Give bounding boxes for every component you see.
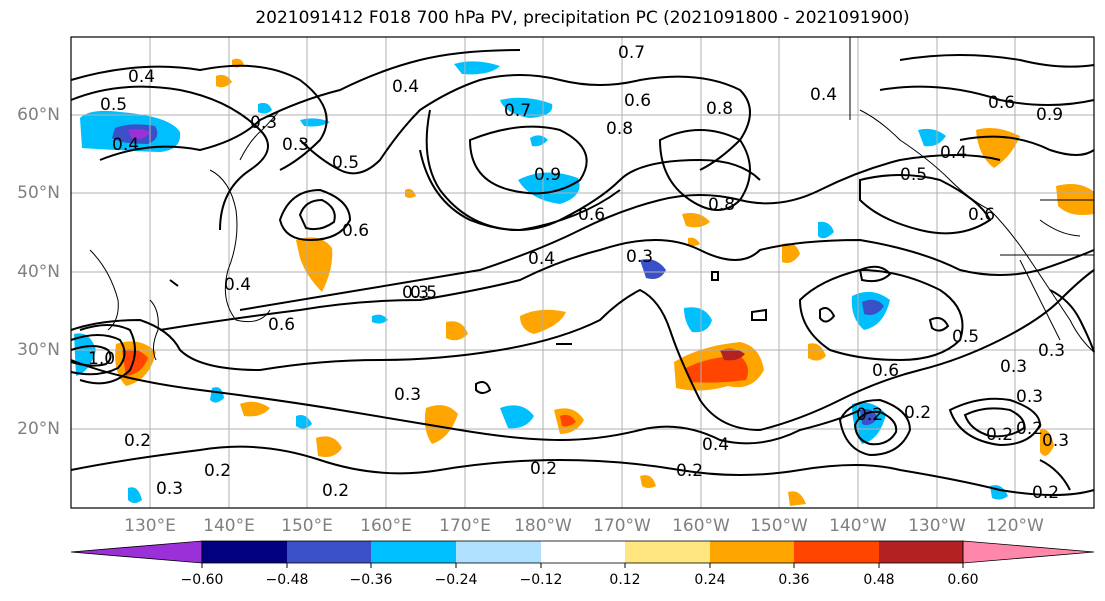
contour-label: 0.4: [702, 435, 729, 455]
contour-label: 0.6: [268, 315, 295, 335]
colorbar-tick-label: 0.24: [694, 572, 726, 588]
colorbar-tick-label: 0.12: [609, 572, 641, 588]
contour-label: 0.9: [534, 165, 561, 185]
lon-label: 130°E: [124, 516, 176, 536]
contour-label: 0.5: [332, 153, 359, 173]
colorbar-segment: [962, 540, 1095, 564]
contour-label: 0.5: [952, 327, 979, 347]
graticule: [71, 37, 1094, 508]
contour-label: 0.4: [392, 77, 419, 97]
map-title: 2021091412 F018 700 hPa PV, precipitatio…: [255, 8, 910, 28]
lon-label: 170°E: [439, 516, 491, 536]
contour-label: 0.2: [904, 403, 931, 423]
contour-label: 0.8: [606, 119, 633, 139]
lat-label: 30°N: [17, 340, 60, 360]
contour-label: 0.8: [708, 195, 735, 215]
contour-label: 0.4: [810, 85, 837, 105]
colorbar-tick-label: −0.12: [519, 572, 563, 588]
contour-label: 0.2: [1016, 419, 1043, 439]
contour-label: 0.3: [626, 247, 653, 267]
contour-label: 0.5: [100, 95, 127, 115]
lon-label: 140°W: [829, 516, 887, 536]
colorbar: [70, 540, 1095, 568]
contour-label: 0.5: [410, 283, 437, 303]
contour-label: 0.6: [872, 361, 899, 381]
contour-label: 0.3: [394, 385, 421, 405]
colorbar-segment: [710, 541, 794, 563]
contour-label: 0.4: [128, 67, 155, 87]
colorbar-segment: [794, 541, 879, 563]
contour-label: 0.6: [578, 205, 605, 225]
coastlines: [89, 37, 1095, 361]
lon-label: 170°W: [593, 516, 651, 536]
contour-label: 0.6: [968, 205, 995, 225]
map-panel: 0.4 0.5 0.4 0.3 0.3 0.4 0.5 0.7 0.6 0.8 …: [70, 36, 1095, 509]
lon-label: 160°E: [360, 516, 412, 536]
contour-labels: 0.4 0.5 0.4 0.3 0.3 0.4 0.5 0.7 0.6 0.8 …: [88, 43, 1069, 503]
lon-label: 130°W: [908, 516, 966, 536]
colorbar-segment: [625, 541, 710, 563]
colorbar-segment: [456, 541, 541, 563]
lat-label: 40°N: [17, 262, 60, 282]
contour-label: 0.2: [322, 481, 349, 501]
lat-label: 20°N: [17, 419, 60, 439]
colorbar-tick-label: 0.60: [947, 572, 979, 588]
map-frame: [70, 36, 1095, 509]
colorbar-segment: [70, 540, 203, 564]
contour-label: 0.3: [250, 113, 277, 133]
contour-label: 0.3: [1016, 387, 1043, 407]
colorbar-tick-label: −0.36: [349, 572, 393, 588]
contour-label: 0.3: [156, 479, 183, 499]
contour-label: 0.7: [504, 101, 531, 121]
colorbar-tick-label: −0.24: [434, 572, 478, 588]
contour-label: 1.0: [88, 349, 115, 369]
contour-label: 0.3: [282, 135, 309, 155]
lon-label: 120°W: [986, 516, 1044, 536]
contour-label: 0.4: [224, 275, 251, 295]
contour-label: 0.8: [706, 99, 733, 119]
colorbar-tick-label: −0.48: [265, 572, 309, 588]
contour-label: 0.4: [112, 135, 139, 155]
contour-label: 0.3: [1042, 431, 1069, 451]
contour-label: 0.3: [1000, 357, 1027, 377]
colorbar-segment: [541, 541, 625, 563]
colorbar-segment: [371, 541, 456, 563]
colorbar-tick-label: 0.36: [778, 572, 810, 588]
contour-label: 0.4: [940, 143, 967, 163]
contour-label: 0.2: [204, 461, 231, 481]
colorbar-tick-label: 0.48: [863, 572, 895, 588]
contour-label: 0.2: [530, 459, 557, 479]
colorbar-tick-label: −0.60: [180, 572, 224, 588]
contour-label: 0.3: [1038, 341, 1065, 361]
lon-label: 160°W: [672, 516, 730, 536]
colorbar-segment: [287, 541, 371, 563]
lat-label: 50°N: [17, 183, 60, 203]
contour-label: 0.2: [1032, 483, 1059, 503]
contour-label: 0.3: [402, 283, 429, 303]
contour-label: 0.9: [1036, 105, 1063, 125]
contour-label: 0.7: [618, 43, 645, 63]
contour-label: 0.2: [676, 461, 703, 481]
lon-label: 150°E: [281, 516, 333, 536]
pv-contours: [70, 49, 1095, 496]
colorbar-segment: [879, 541, 963, 563]
contour-label: 0.6: [988, 93, 1015, 113]
contour-label: 0.2: [124, 431, 151, 451]
lon-label: 180°W: [514, 516, 572, 536]
lon-label: 140°E: [203, 516, 255, 536]
lat-label: 60°N: [17, 105, 60, 125]
contour-label: 0.4: [528, 249, 555, 269]
contour-label: 0.2: [856, 405, 883, 425]
colorbar-frame: [201, 540, 964, 564]
lon-label: 150°W: [750, 516, 808, 536]
contour-label: 0.5: [900, 165, 927, 185]
contour-label: 0.6: [342, 221, 369, 241]
contour-label: 0.2: [986, 425, 1013, 445]
contour-label: 0.6: [624, 91, 651, 111]
colorbar-segment: [202, 541, 287, 563]
